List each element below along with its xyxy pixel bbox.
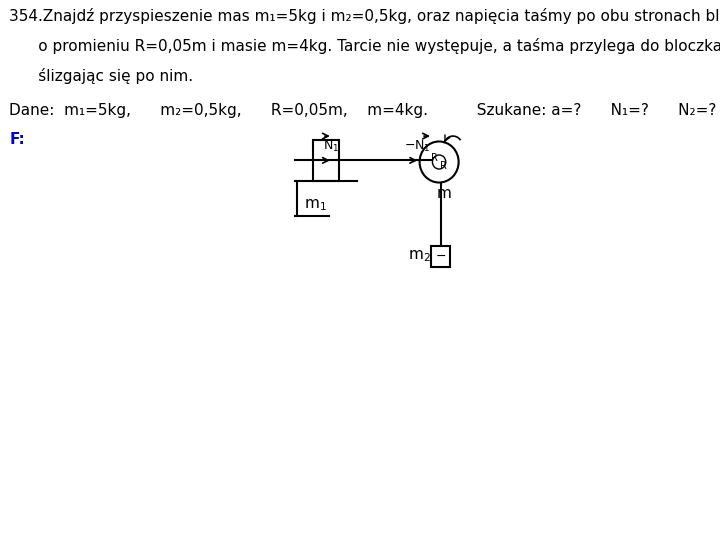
Bar [431,246,451,267]
Text: F:: F: [9,132,25,147]
Text: m: m [437,186,451,201]
Text: −: − [436,250,446,263]
Text: R: R [431,153,438,163]
Text: N$_1$: N$_1$ [323,139,339,154]
Text: $-$N$_1$: $-$N$_1$ [404,139,431,154]
Bar [313,140,339,181]
Text: o promieniu R=0,05m i masie m=4kg. Tarcie nie występuje, a taśma przylega do blo: o promieniu R=0,05m i masie m=4kg. Tarci… [9,38,720,54]
Text: ślizgając się po nim.: ślizgając się po nim. [9,68,194,84]
Text: m$_1$: m$_1$ [305,197,327,213]
Text: Dane:  m₁=5kg,      m₂=0,5kg,      R=0,05m,    m=4kg.          Szukane: a=?     : Dane: m₁=5kg, m₂=0,5kg, R=0,05m, m=4kg. … [9,103,716,118]
Text: R: R [440,161,446,171]
Text: m$_2$: m$_2$ [408,248,431,265]
Text: 354.Znajdź przyspieszenie mas m₁=5kg i m₂=0,5kg, oraz napięcia taśmy po obu stro: 354.Znajdź przyspieszenie mas m₁=5kg i m… [9,8,720,24]
